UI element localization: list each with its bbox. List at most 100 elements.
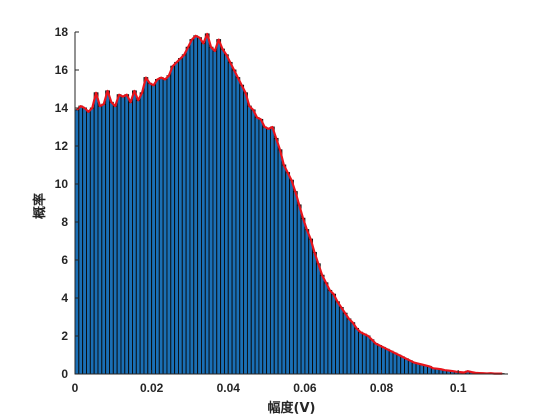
histogram-bar [350,322,356,375]
histogram-bar [93,92,99,375]
histogram-bar [178,58,183,375]
histogram-bar [266,128,271,375]
histogram-bar [139,92,145,375]
histogram-bar [89,107,95,375]
histogram-bar [105,90,110,375]
histogram-bar [338,307,344,375]
histogram-bar [312,251,317,375]
histogram-bar [358,331,363,375]
histogram-bar [162,79,168,375]
histogram-bar [400,356,405,375]
histogram-bar [112,105,118,375]
histogram-bar [262,126,268,375]
histogram-bar [342,312,348,375]
x-tick-label: 0.06 [293,381,317,395]
density-curve [76,32,503,375]
x-tick-label: 0 [72,381,79,395]
histogram-bar [346,318,352,375]
histogram-bar [204,33,210,375]
y-tick-label: 2 [61,329,68,343]
histogram-bar [285,172,291,375]
histogram-bars [74,33,505,375]
histogram-bar [254,117,260,375]
histogram-bar [319,274,325,375]
histogram-bar [300,217,306,375]
histogram-bar [227,61,233,375]
histogram-bar [404,358,409,375]
y-tick-label: 6 [61,253,68,267]
histogram-bar [415,363,421,375]
histogram-bar [185,46,191,375]
histogram-bar [109,101,114,375]
histogram-bar [377,345,383,375]
histogram-bar [246,105,252,375]
histogram-bar [166,75,172,375]
histogram-bar [239,84,245,375]
y-tick-label: 12 [55,139,69,153]
histogram-bar [243,92,248,375]
histogram-bar [200,42,206,375]
y-tick-label: 4 [61,291,68,305]
histogram-bar [135,99,141,375]
histogram-bar [296,204,302,375]
histogram-bar [197,37,202,375]
histogram-bar [212,50,218,375]
histogram-bar [354,327,360,375]
histogram-bar [193,35,199,375]
histogram-bar [331,293,337,375]
y-tick-label: 16 [55,63,69,77]
histogram-bar [155,79,160,375]
histogram-bar [396,354,402,375]
histogram-bar [74,109,80,375]
y-tick-label: 18 [55,25,69,39]
histogram-bar [250,109,256,375]
histogram-bar [365,335,371,375]
y-tick-label: 0 [61,367,68,381]
histogram-bar [116,94,122,375]
histogram-bar [220,48,225,375]
histogram-bar [101,103,107,375]
histogram-bar [82,107,87,375]
histogram-bar [289,179,294,375]
histogram-bar [361,333,367,375]
histogram-bar [292,191,298,375]
histogram-bar [388,350,394,375]
histogram-bar [258,118,264,375]
histogram-bar [327,289,333,375]
histogram-bar [132,90,137,375]
histogram-bar [235,77,241,375]
histogram-bar [304,229,310,375]
histogram-bar [373,343,379,375]
histogram-bar [216,39,222,375]
histogram-bar [392,352,398,375]
y-axis-label: 概率 [32,193,48,219]
histogram-bar [151,84,156,375]
histogram-bar [308,238,314,375]
x-tick-label: 0.02 [140,381,164,395]
histogram-bar [181,54,187,375]
x-tick-label: 0.1 [450,381,467,395]
histogram-bar [174,61,179,375]
histogram-bar [335,301,340,375]
x-tick-label: 0.04 [217,381,241,395]
histogram-bar [158,77,164,375]
histogram-bar [384,348,390,375]
x-tick-label: 0.08 [370,381,394,395]
histogram-bar [78,105,84,375]
histogram-bar [97,105,103,375]
histogram-bar [86,111,91,375]
histogram-bar [223,54,229,375]
y-tick-label: 8 [61,215,68,229]
histogram-bar [323,282,329,375]
histogram-bar [315,263,321,375]
histogram-bar [407,360,413,375]
histogram-bar [143,77,149,375]
histogram-bar [273,137,279,375]
histogram-bar [120,96,126,375]
histogram-bar [411,362,417,375]
histogram-bar [381,346,386,375]
histogram-bar [170,65,176,375]
histogram-bar [147,82,153,375]
histogram-bar [269,126,275,375]
